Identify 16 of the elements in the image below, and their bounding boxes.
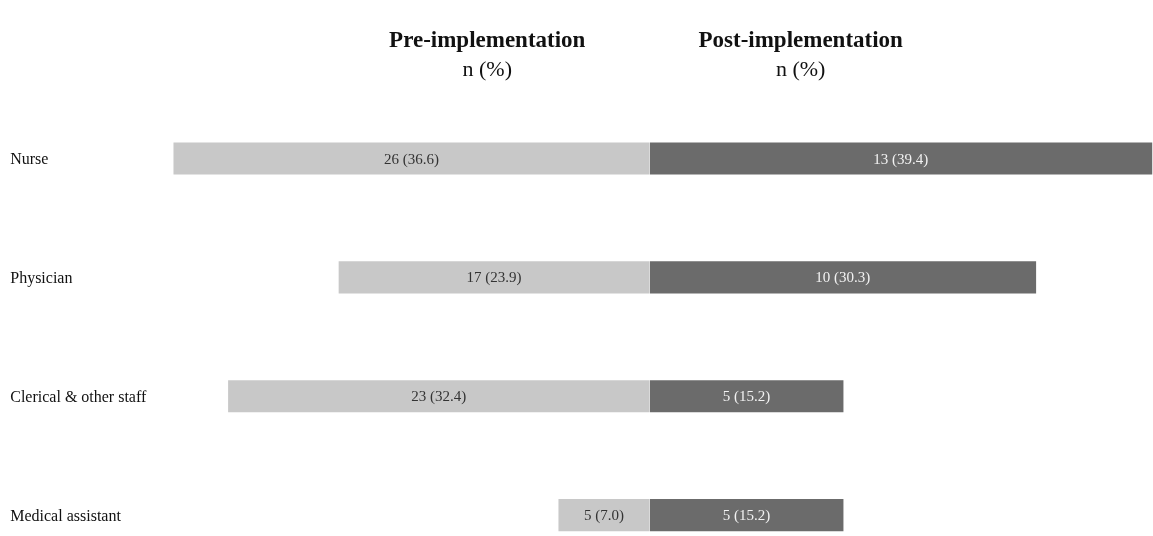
text: n (%) [775,55,826,81]
y-tick-label: Clerical & other staff [10,387,148,405]
y-tick-label: Physician [10,268,73,287]
text: Post-implementation [698,27,904,53]
text: Pre-implementation [389,27,586,53]
y-tick-label: Nurse [10,150,49,168]
data-label: 26 (36.6) [383,150,439,168]
data-label: 10 (30.3) [815,269,871,287]
data-label: 5 (15.2) [722,507,771,525]
data-label: 13 (39.4) [873,150,929,168]
data-label: 5 (15.2) [722,388,771,406]
data-label: 5 (7.0) [583,507,624,525]
data-label: 23 (32.4) [411,388,467,406]
text: n (%) [462,55,512,81]
y-tick-label: Medical assistant [10,506,122,524]
data-label: 17 (23.9) [466,269,522,287]
